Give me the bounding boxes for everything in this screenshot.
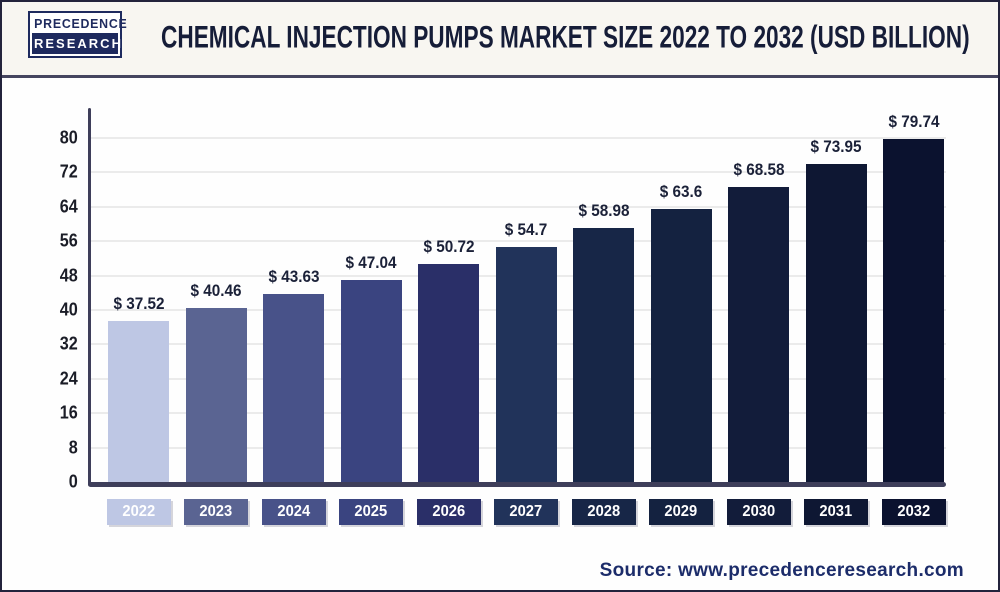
y-tick-label: 80 [59,127,78,148]
y-tick-label: 72 [59,161,78,182]
bar-2022 [108,320,169,482]
title-wrap: CHEMICAL INJECTION PUMPS MARKET SIZE 202… [152,2,978,75]
x-tick-label-2024: 2024 [261,499,326,525]
x-tick-label-2026: 2026 [416,499,481,525]
bar-2026 [418,263,479,482]
x-tick-year: 2026 [432,503,465,520]
bar-2030 [728,187,789,482]
bar-2027 [495,246,557,482]
bar-2024 [263,294,324,482]
x-tick-label-2023: 2023 [184,499,248,525]
y-tick-label: 8 [68,437,78,458]
y-axis-line [88,108,91,486]
logo-line2: RESEARCH [32,33,121,54]
x-tick-year: 2029 [664,503,698,520]
bar-value-label: $ 63.6 [659,181,703,201]
x-tick-year: 2031 [819,503,853,520]
bar-value-label: $ 73.95 [810,137,862,156]
y-tick-label: 40 [59,299,78,320]
bar-value-label: $ 79.74 [887,112,940,132]
logo-line1: PRECEDENCE [32,13,127,33]
x-tick-year: 2028 [587,503,620,520]
x-tick-year: 2022 [122,503,155,520]
source-text: Source: www.precedenceresearch.com [599,560,964,581]
y-tick-label: 16 [59,402,78,423]
bar-2023 [185,308,247,482]
x-tick-year: 2023 [199,503,233,520]
bar-value-label: $ 47.04 [345,252,397,272]
bar-2031 [805,164,867,482]
bar-value-label: $ 37.52 [112,293,165,313]
y-tick-label: 64 [59,196,78,217]
bar-2025 [340,279,402,482]
x-tick-label-2030: 2030 [726,499,791,525]
bar-2029 [650,208,712,482]
bar-2028 [573,228,634,482]
precedence-research-logo: PRECEDENCE RESEARCH [28,11,127,58]
y-tick-label: 48 [59,265,78,286]
y-tick-label: 0 [68,471,78,492]
bar-chart: 0 8 16 24 32 40 48 56 64 72 80 $ 37.52 2022 $ 40.46 20… [2,78,998,590]
y-tick-label: 56 [59,230,78,251]
x-tick-label-2025: 2025 [339,499,403,525]
bar-value-label: $ 50.72 [422,236,475,256]
x-tick-year: 2025 [354,503,388,520]
bar-value-label: $ 40.46 [190,281,242,301]
x-tick-year: 2032 [897,503,930,520]
bar-2032 [883,139,944,482]
y-tick-label: 24 [59,368,78,389]
x-tick-year: 2027 [509,503,543,520]
bar-value-label: $ 54.7 [504,219,548,239]
x-tick-label-2028: 2028 [571,499,636,525]
gridline [91,205,946,208]
bar-value-label: $ 68.58 [732,160,785,180]
chart-title: CHEMICAL INJECTION PUMPS MARKET SIZE 202… [160,20,970,56]
gridline [91,171,946,174]
gridline [91,240,946,243]
x-tick-label-2027: 2027 [494,499,558,525]
x-tick-year: 2030 [742,503,775,520]
x-tick-year: 2024 [277,503,310,520]
x-tick-label-2031: 2031 [804,499,868,525]
gridline [91,137,946,139]
bar-value-label: $ 58.98 [577,201,630,221]
y-tick-label: 32 [59,333,78,354]
bar-value-label: $ 43.63 [267,267,320,287]
x-tick-label-2022: 2022 [106,499,171,525]
x-axis-line [88,482,946,487]
x-tick-label-2029: 2029 [649,499,713,525]
x-tick-label-2032: 2032 [881,499,946,525]
header: PRECEDENCE RESEARCH CHEMICAL INJECTION P… [2,2,998,78]
